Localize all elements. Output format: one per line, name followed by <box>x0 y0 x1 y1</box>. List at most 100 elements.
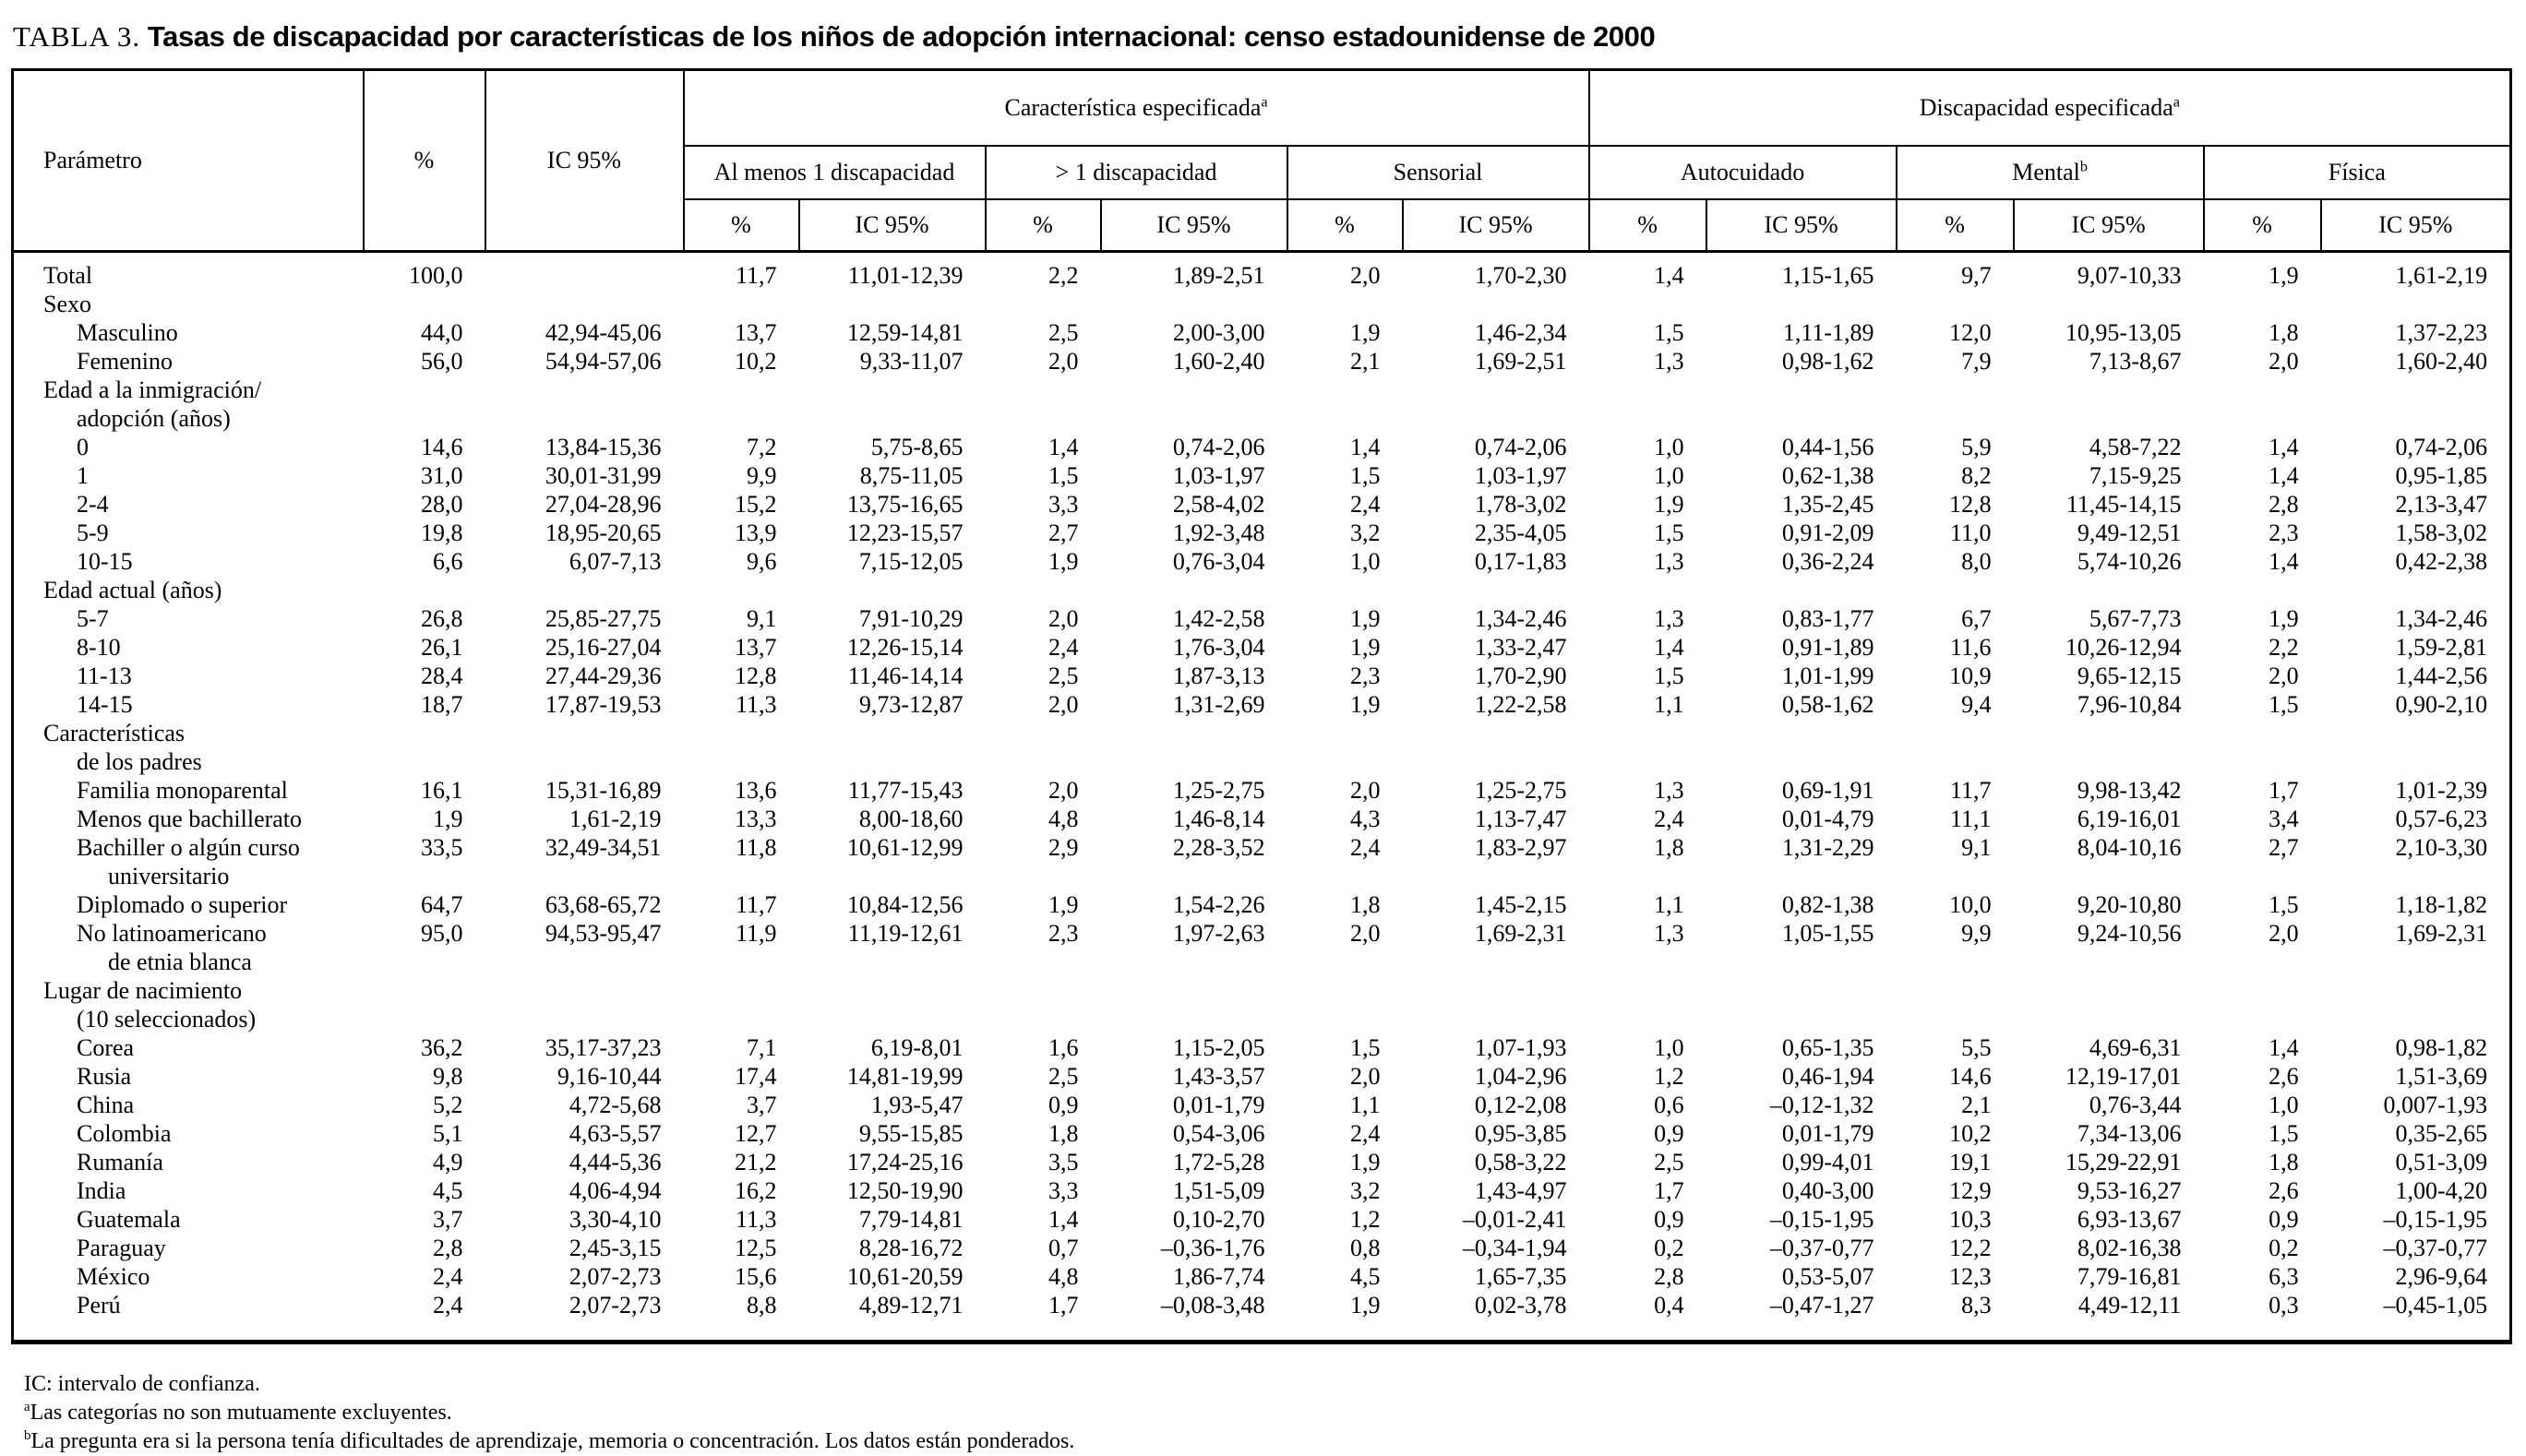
pct-cell: 1,5 <box>2269 691 2299 718</box>
pct-cell <box>1897 290 2014 318</box>
ic95-cell <box>1101 376 1287 433</box>
ic95-cell: 1,03-1,97 <box>1172 462 1265 489</box>
ic95-cell: 13,84-15,36 <box>545 434 662 460</box>
ic95-cell: 9,16-10,44 <box>557 1063 662 1090</box>
pct-cell <box>986 719 1101 776</box>
pct-cell: 6,6 <box>433 548 463 575</box>
pct-cell: 2,4 <box>1654 806 1684 832</box>
ic95-cell: 0,01-1,79 <box>1781 1120 1874 1147</box>
table-row: Lugar de nacimiento (10 seleccionados) <box>13 976 2511 1033</box>
pct-cell: 8,3 <box>1961 1292 1992 1319</box>
ic95-cell: 2,07-2,73 <box>569 1292 662 1319</box>
ic95-cell: 1,11-1,89 <box>1782 319 1874 346</box>
footnote-ic: IC: intervalo de confianza. <box>24 1372 260 1396</box>
ic95-cell: 8,00-18,60 <box>858 806 964 832</box>
ic95-cell: 0,57-6,23 <box>2395 806 2488 832</box>
table-row: 11-13 28,4 27,44-29,36 12,8 11,46-14,14 2,5 1,… <box>13 662 2511 690</box>
pct-cell: 1,5 <box>1654 319 1684 346</box>
row-label: 2-4 <box>77 491 109 518</box>
footnote-marker-a: a <box>1261 94 1268 111</box>
ic95-cell <box>2014 976 2204 1033</box>
ic95-cell: –0,08-3,48 <box>1160 1292 1265 1319</box>
ic95-cell: 9,53-16,27 <box>2077 1177 2182 1204</box>
ic95-cell: 1,61-2,19 <box>569 806 662 832</box>
ic95-cell: 0,51-3,09 <box>2395 1149 2488 1176</box>
row-label: Características de los padres <box>43 720 202 775</box>
ic95-cell: 42,94-45,06 <box>545 319 662 346</box>
pct-cell: 1,4 <box>1048 1206 1079 1233</box>
table-row: 10-15 6,6 6,07-7,13 9,6 7,15-12,05 1,9 0,76-3,… <box>13 547 2511 576</box>
ic95-cell: 12,23-15,57 <box>846 519 964 546</box>
ic95-cell: 1,34-2,46 <box>2395 605 2488 632</box>
ic95-cell <box>2321 376 2511 433</box>
ic95-cell: 11,45-14,15 <box>2065 491 2182 518</box>
ic-mini-header: IC 95% <box>1706 199 1897 253</box>
pct-cell: 3,7 <box>747 1092 777 1118</box>
ic95-cell: 0,58-3,22 <box>1474 1149 1567 1176</box>
ic95-cell: 7,13-8,67 <box>2089 348 2182 375</box>
ic95-cell: 1,18-1,82 <box>2395 891 2488 918</box>
ic95-cell: 1,87-3,13 <box>1172 662 1265 689</box>
ic95-cell: 9,33-11,07 <box>859 348 964 375</box>
table-row: Masculino 44,0 42,94-45,06 13,7 12,59-14,81 2… <box>13 318 2511 347</box>
ic95-cell: 0,40-3,00 <box>1781 1177 1874 1204</box>
pct-cell: 1,3 <box>1654 920 1684 947</box>
pct-cell: 2,6 <box>2269 1063 2299 1090</box>
ic95-cell <box>1101 290 1287 318</box>
ic95-cell: 0,95-1,85 <box>2395 462 2488 489</box>
pct-cell: 3,2 <box>1350 1177 1381 1204</box>
table-row: Bachiller o algún curso universitario 33,5… <box>13 833 2511 890</box>
row-label: Bachiller o algún curso universitario <box>77 834 300 889</box>
table-row: 8-10 26,1 25,16-27,04 13,7 12,26-15,14 2,4 1,7… <box>13 633 2511 662</box>
pct-cell <box>986 290 1101 318</box>
pct-cell: 44,0 <box>421 319 463 346</box>
pct-cell: 1,4 <box>1654 262 1684 289</box>
row-label: 0 <box>77 434 89 460</box>
pct-cell: 1,8 <box>1654 834 1684 861</box>
ic95-cell <box>1101 576 1287 604</box>
ic95-cell: 54,94-57,06 <box>545 348 662 375</box>
ic95-cell: 4,63-5,57 <box>569 1120 662 1147</box>
ic-mini-header: IC 95% <box>1402 199 1590 253</box>
pct-cell: 1,3 <box>1654 548 1684 575</box>
ic95-cell: 15,31-16,89 <box>545 777 662 804</box>
ic95-cell: 0,69-1,91 <box>1781 777 1874 804</box>
pct-cell: 1,2 <box>1350 1206 1381 1233</box>
pct-cell: 0,4 <box>1654 1292 1684 1319</box>
ic95-cell: 2,58-4,02 <box>1172 491 1265 518</box>
ic95-cell: 1,25-2,75 <box>1474 777 1567 804</box>
pct-cell <box>2204 576 2321 604</box>
pct-cell <box>2204 376 2321 433</box>
ic95-cell: 1,69-2,31 <box>2395 920 2488 947</box>
pct-cell: 1,9 <box>1350 691 1381 718</box>
ic95-cell: 1,35-2,45 <box>1781 491 1874 518</box>
ic95-cell: 2,35-4,05 <box>1474 519 1567 546</box>
pct-cell <box>1287 719 1403 776</box>
ic95-cell <box>1706 290 1897 318</box>
pct-cell: 15,6 <box>735 1263 777 1290</box>
ic95-cell: 1,04-2,96 <box>1474 1063 1567 1090</box>
ic95-cell: –0,15-1,95 <box>2383 1206 2488 1233</box>
pct-cell: 2,4 <box>1350 491 1381 518</box>
pct-cell: 1,0 <box>2269 1092 2299 1118</box>
ic95-cell: 1,61-2,19 <box>2395 262 2488 289</box>
pct-cell: 13,9 <box>735 519 777 546</box>
pct-cell: 2,0 <box>1048 777 1079 804</box>
footnote-marker-b: b <box>2079 159 2088 175</box>
pct-cell: 0,9 <box>2269 1206 2299 1233</box>
pct-cell: 1,4 <box>1654 634 1684 661</box>
pct-cell: 13,6 <box>735 777 777 804</box>
ic95-cell: 32,49-34,51 <box>545 834 662 861</box>
pct-cell: 3,7 <box>433 1206 463 1233</box>
ic95-cell: –0,34-1,94 <box>1462 1235 1567 1261</box>
ic95-cell: 5,74-10,26 <box>2077 548 2182 575</box>
pct-cell: 1,5 <box>1350 462 1381 489</box>
ic95-cell: 1,59-2,81 <box>2395 634 2488 661</box>
ic95-cell: 12,50-19,90 <box>846 1177 964 1204</box>
table-row: 0 14,6 13,84-15,36 7,2 5,75-8,65 1,4 0,74-2,06… <box>13 433 2511 461</box>
ic95-cell: 94,53-95,47 <box>545 920 662 947</box>
pct-cell: 9,6 <box>747 548 777 575</box>
group-header-discapacidad: Discapacidad especificadaa <box>1588 69 2511 147</box>
row-label: 11-13 <box>77 662 132 689</box>
pct-cell: 13,7 <box>735 634 777 661</box>
